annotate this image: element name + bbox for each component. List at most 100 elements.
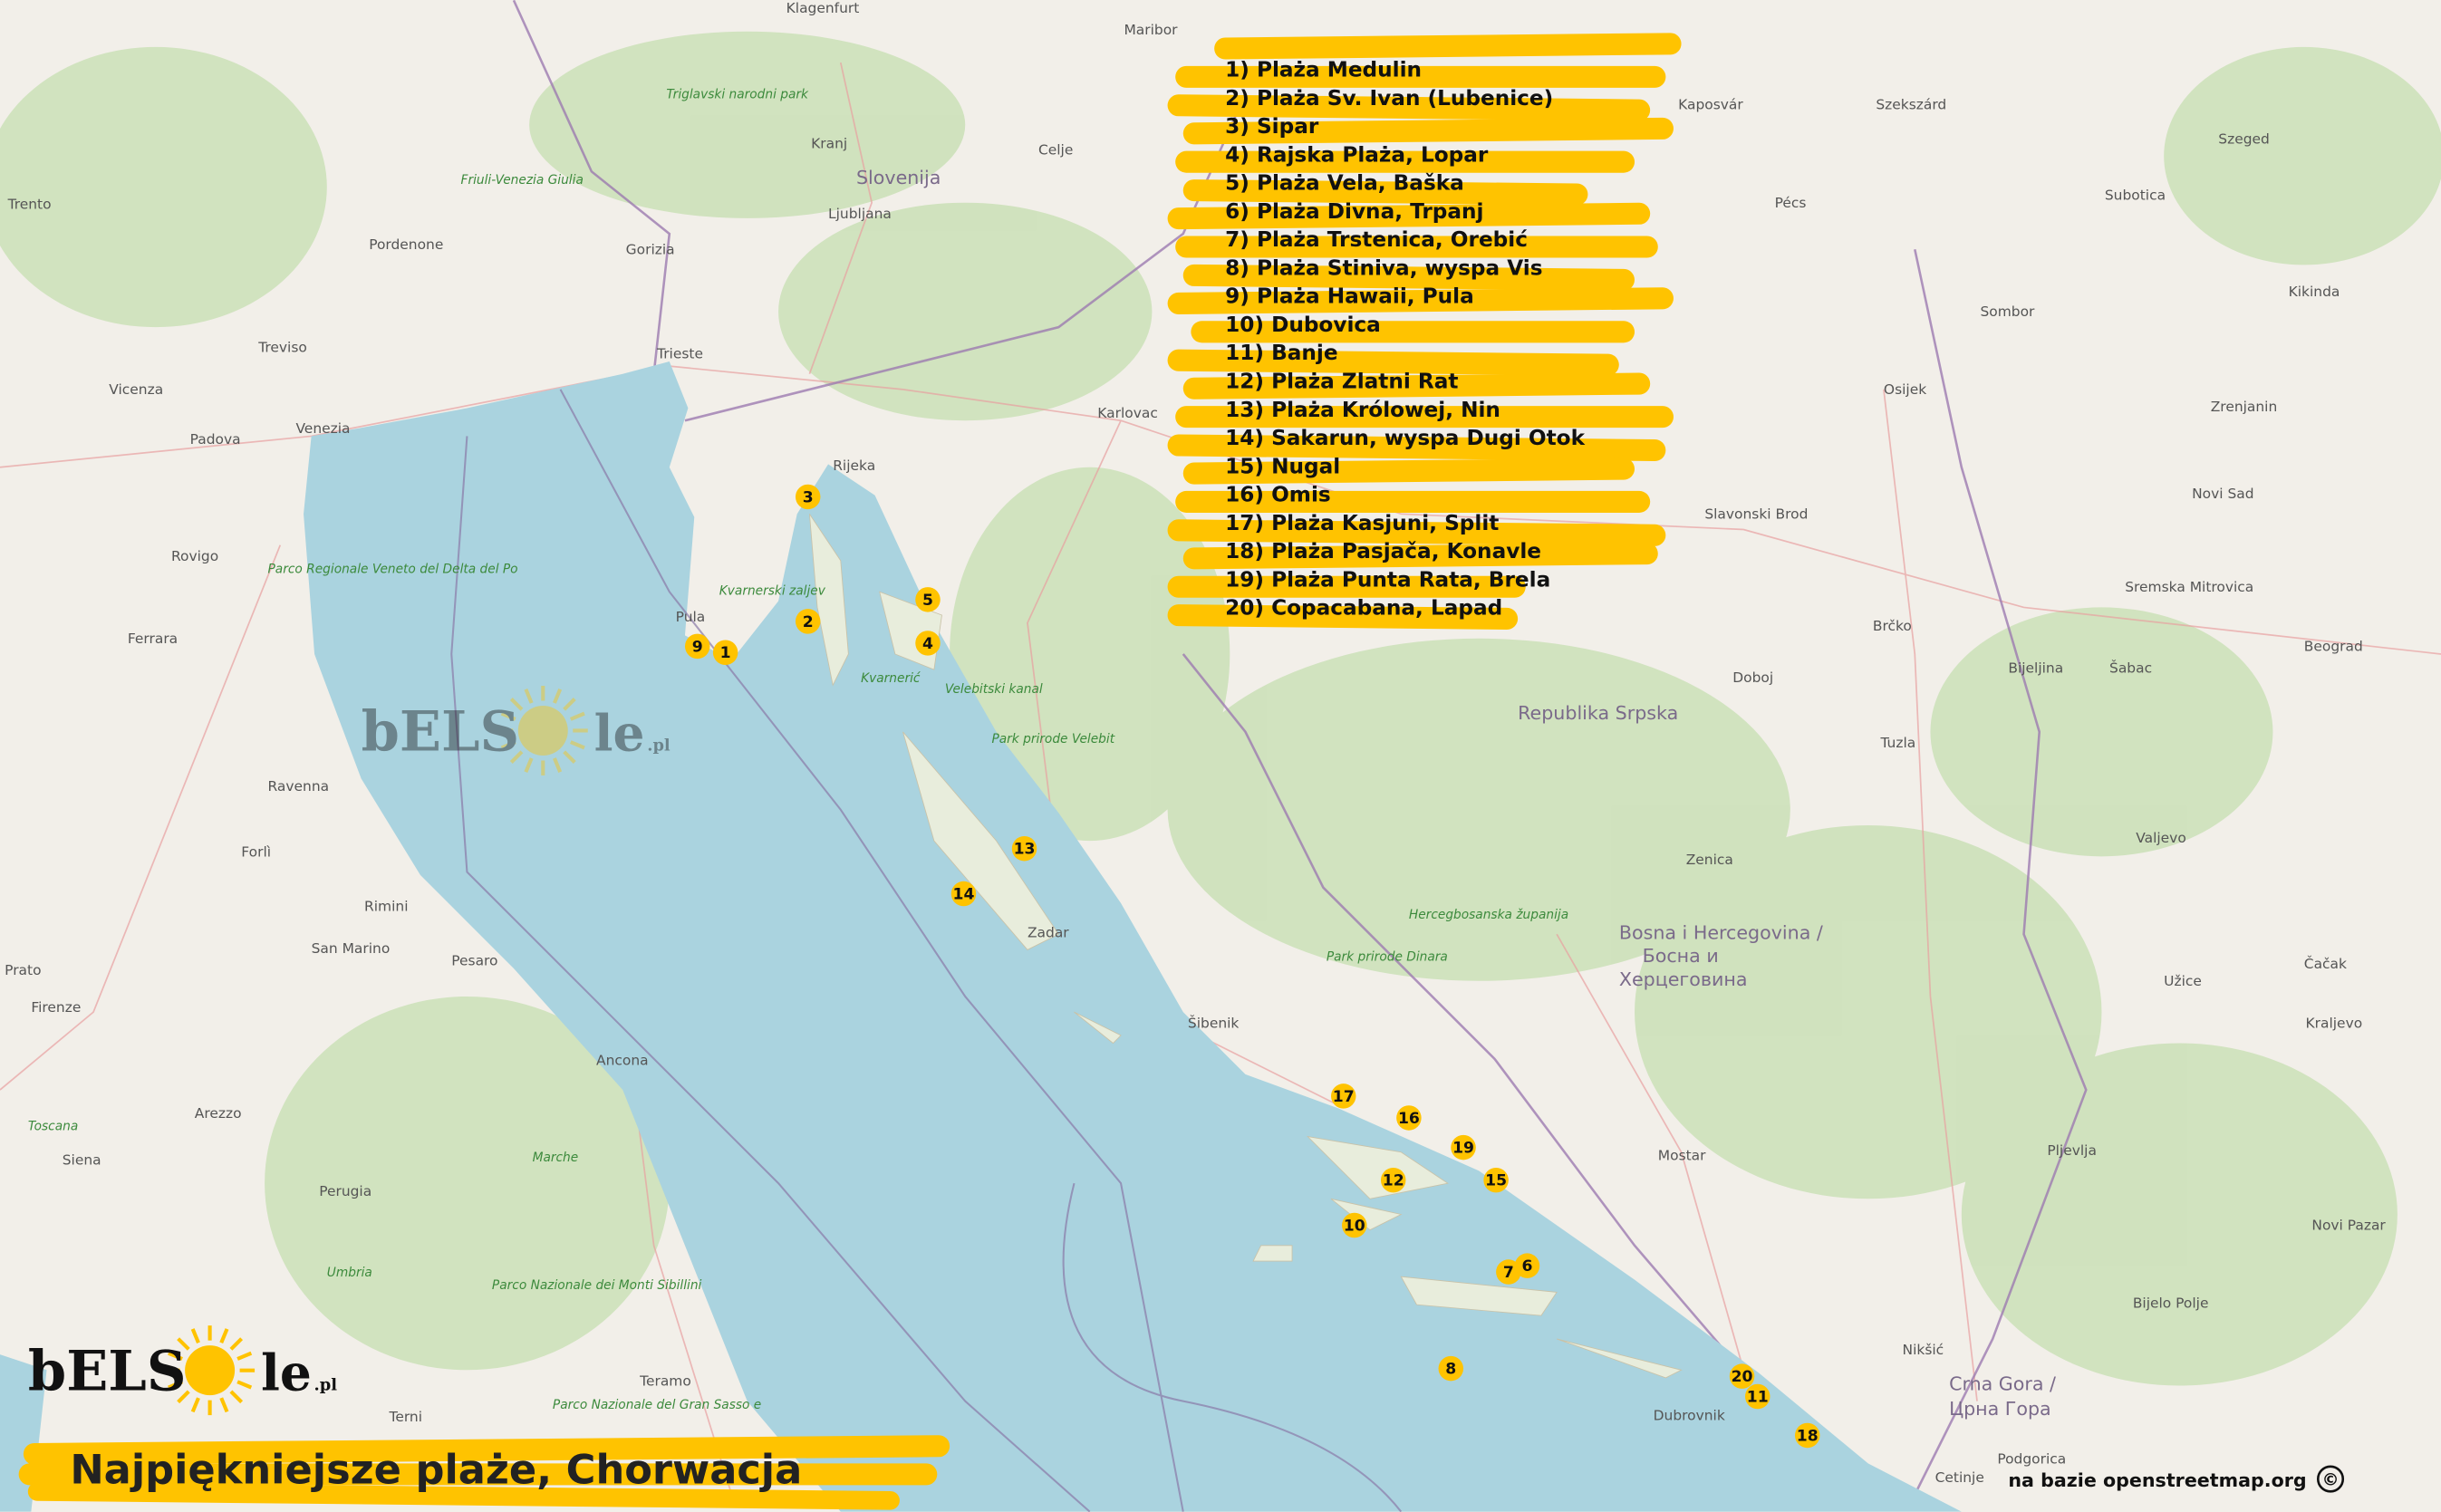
marker-dot[interactable] (950, 881, 977, 907)
city-label: Pécs (1775, 195, 1807, 211)
city-label: Pordenone (369, 236, 443, 253)
city-label: Rovigo (171, 548, 218, 564)
copyright-symbol: © (2322, 1469, 2340, 1489)
park-label: Kvarnerić (861, 671, 921, 686)
city-label: Mostar (1658, 1147, 1706, 1163)
city-label: Teramo (639, 1372, 691, 1389)
map-title: Najpiękniejsze plaże, Chorwacja (70, 1447, 802, 1494)
marker-dot[interactable] (795, 484, 821, 510)
sun-icon (185, 1345, 236, 1396)
legend-item: 12) Plaża Zlatni Rat (1225, 370, 1458, 394)
marker-dot[interactable] (1438, 1355, 1464, 1382)
forest-areas (0, 31, 2441, 1386)
marker-dot[interactable] (1496, 1259, 1521, 1285)
city-labels: Klagenfurt Maribor Kaposvár Pécs Szeged Szeks… (5, 0, 2386, 1486)
beach-marker-13[interactable]: 13 (1011, 835, 1037, 862)
marker-dot[interactable] (1729, 1363, 1755, 1389)
country-label: Republika Srpska (1518, 702, 1678, 724)
beach-marker-17[interactable]: 17 (1330, 1083, 1356, 1109)
beach-marker-18[interactable]: 18 (1794, 1422, 1820, 1449)
beach-marker-12[interactable]: 12 (1380, 1167, 1406, 1193)
city-label: Slavonski Brod (1704, 506, 1808, 522)
marker-dot[interactable] (1483, 1167, 1509, 1193)
beach-marker-16[interactable]: 16 (1396, 1105, 1422, 1131)
legend-item: 9) Plaża Hawaii, Pula (1225, 284, 1474, 309)
beach-marker-19[interactable]: 19 (1451, 1134, 1476, 1160)
park-label: Velebitski kanal (945, 682, 1043, 697)
country-label: Босна и (1643, 945, 1719, 967)
city-label: Szekszárd (1876, 97, 1946, 113)
city-label: Rimini (364, 898, 408, 914)
belsole-logo: bELS le .pl (28, 1325, 337, 1416)
city-label: Venezia (295, 420, 350, 437)
legend-brush-stroke (1175, 150, 1635, 173)
marker-dot[interactable] (915, 587, 941, 612)
legend-brush-stroke (1182, 179, 1588, 206)
beach-marker-1[interactable]: 1 (712, 640, 738, 665)
marker-dot[interactable] (1794, 1422, 1820, 1449)
city-label: Padova (190, 431, 241, 448)
marker-dot[interactable] (1342, 1212, 1367, 1238)
city-label: Karlovac (1097, 405, 1158, 421)
marker-dot[interactable] (1451, 1134, 1476, 1160)
beach-marker-7[interactable]: 7 (1496, 1259, 1521, 1285)
beach-marker-10[interactable]: 10 (1342, 1212, 1367, 1238)
country-label: Херцеговина (1619, 968, 1748, 990)
marker-dot[interactable] (1396, 1105, 1422, 1131)
legend-brush-stroke (1167, 287, 1674, 314)
beach-marker-5[interactable]: 5 (915, 587, 941, 612)
park-label: Parco Regionale Veneto del Delta del Po (268, 563, 518, 577)
city-label: Klagenfurt (786, 0, 860, 16)
legend-brush-stroke (1167, 202, 1651, 230)
legend-item: 5) Plaża Vela, Baška (1225, 171, 1464, 196)
park-label: Parco Nazionale dei Monti Sibillini (492, 1278, 702, 1293)
beach-marker-11[interactable]: 11 (1745, 1383, 1770, 1410)
marker-number: 16 (1398, 1110, 1420, 1128)
marker-dot[interactable] (684, 633, 710, 660)
city-label: Sremska Mitrovica (2125, 579, 2253, 595)
attribution: na bazie openstreetmap.org © (2008, 1465, 2345, 1493)
beach-marker-3[interactable]: 3 (795, 484, 821, 510)
legend-brush-stroke (1175, 490, 1651, 513)
beach-marker-4[interactable]: 4 (915, 631, 941, 656)
park-label: Triglavski narodni park (666, 88, 809, 102)
city-label: Gorizia (626, 241, 675, 257)
marker-dot[interactable] (1330, 1083, 1356, 1109)
legend-brush-stroke (1182, 264, 1635, 291)
beach-marker-14[interactable]: 14 (950, 881, 977, 907)
park-label: Parco Nazionale del Gran Sasso e (553, 1398, 761, 1412)
legend-brush-stroke (1214, 33, 1682, 60)
city-label: Treviso (257, 340, 307, 356)
park-label: Umbria (327, 1266, 372, 1280)
marker-dot[interactable] (1745, 1383, 1770, 1410)
beach-marker-15[interactable]: 15 (1483, 1167, 1509, 1193)
copyright-icon (2316, 1465, 2345, 1493)
marker-dot[interactable] (1380, 1167, 1406, 1193)
legend-brush-stroke (1175, 236, 1658, 258)
city-label: Pljevlja (2047, 1142, 2097, 1159)
legend-brush-stroke (1191, 321, 1635, 343)
beach-marker-9[interactable]: 9 (684, 633, 710, 660)
city-label: Zadar (1028, 925, 1069, 941)
attribution-text: na bazie openstreetmap.org (2008, 1469, 2306, 1491)
marker-dot[interactable] (915, 631, 941, 656)
legend-item: 3) Sipar (1225, 114, 1319, 139)
legend-item: 15) Nugal (1225, 454, 1340, 478)
marker-number: 15 (1485, 1172, 1507, 1190)
city-label: Nikšić (1903, 1342, 1944, 1358)
city-label: Siena (63, 1152, 101, 1169)
beach-marker-20[interactable]: 20 (1729, 1363, 1755, 1389)
city-label: Podgorica (1997, 1450, 2066, 1467)
marker-dot[interactable] (712, 640, 738, 665)
marker-dot[interactable] (1011, 835, 1037, 862)
city-label: Zrenjanin (2211, 399, 2278, 415)
city-label: Bijelo Polje (2133, 1295, 2209, 1312)
city-label: Beograd (2304, 639, 2363, 655)
park-label: Park prirode Dinara (1327, 949, 1448, 964)
beach-marker-2[interactable]: 2 (795, 609, 821, 634)
country-label: Slovenija (856, 167, 941, 188)
beach-marker-8[interactable]: 8 (1438, 1355, 1464, 1382)
marker-dot[interactable] (795, 609, 821, 634)
